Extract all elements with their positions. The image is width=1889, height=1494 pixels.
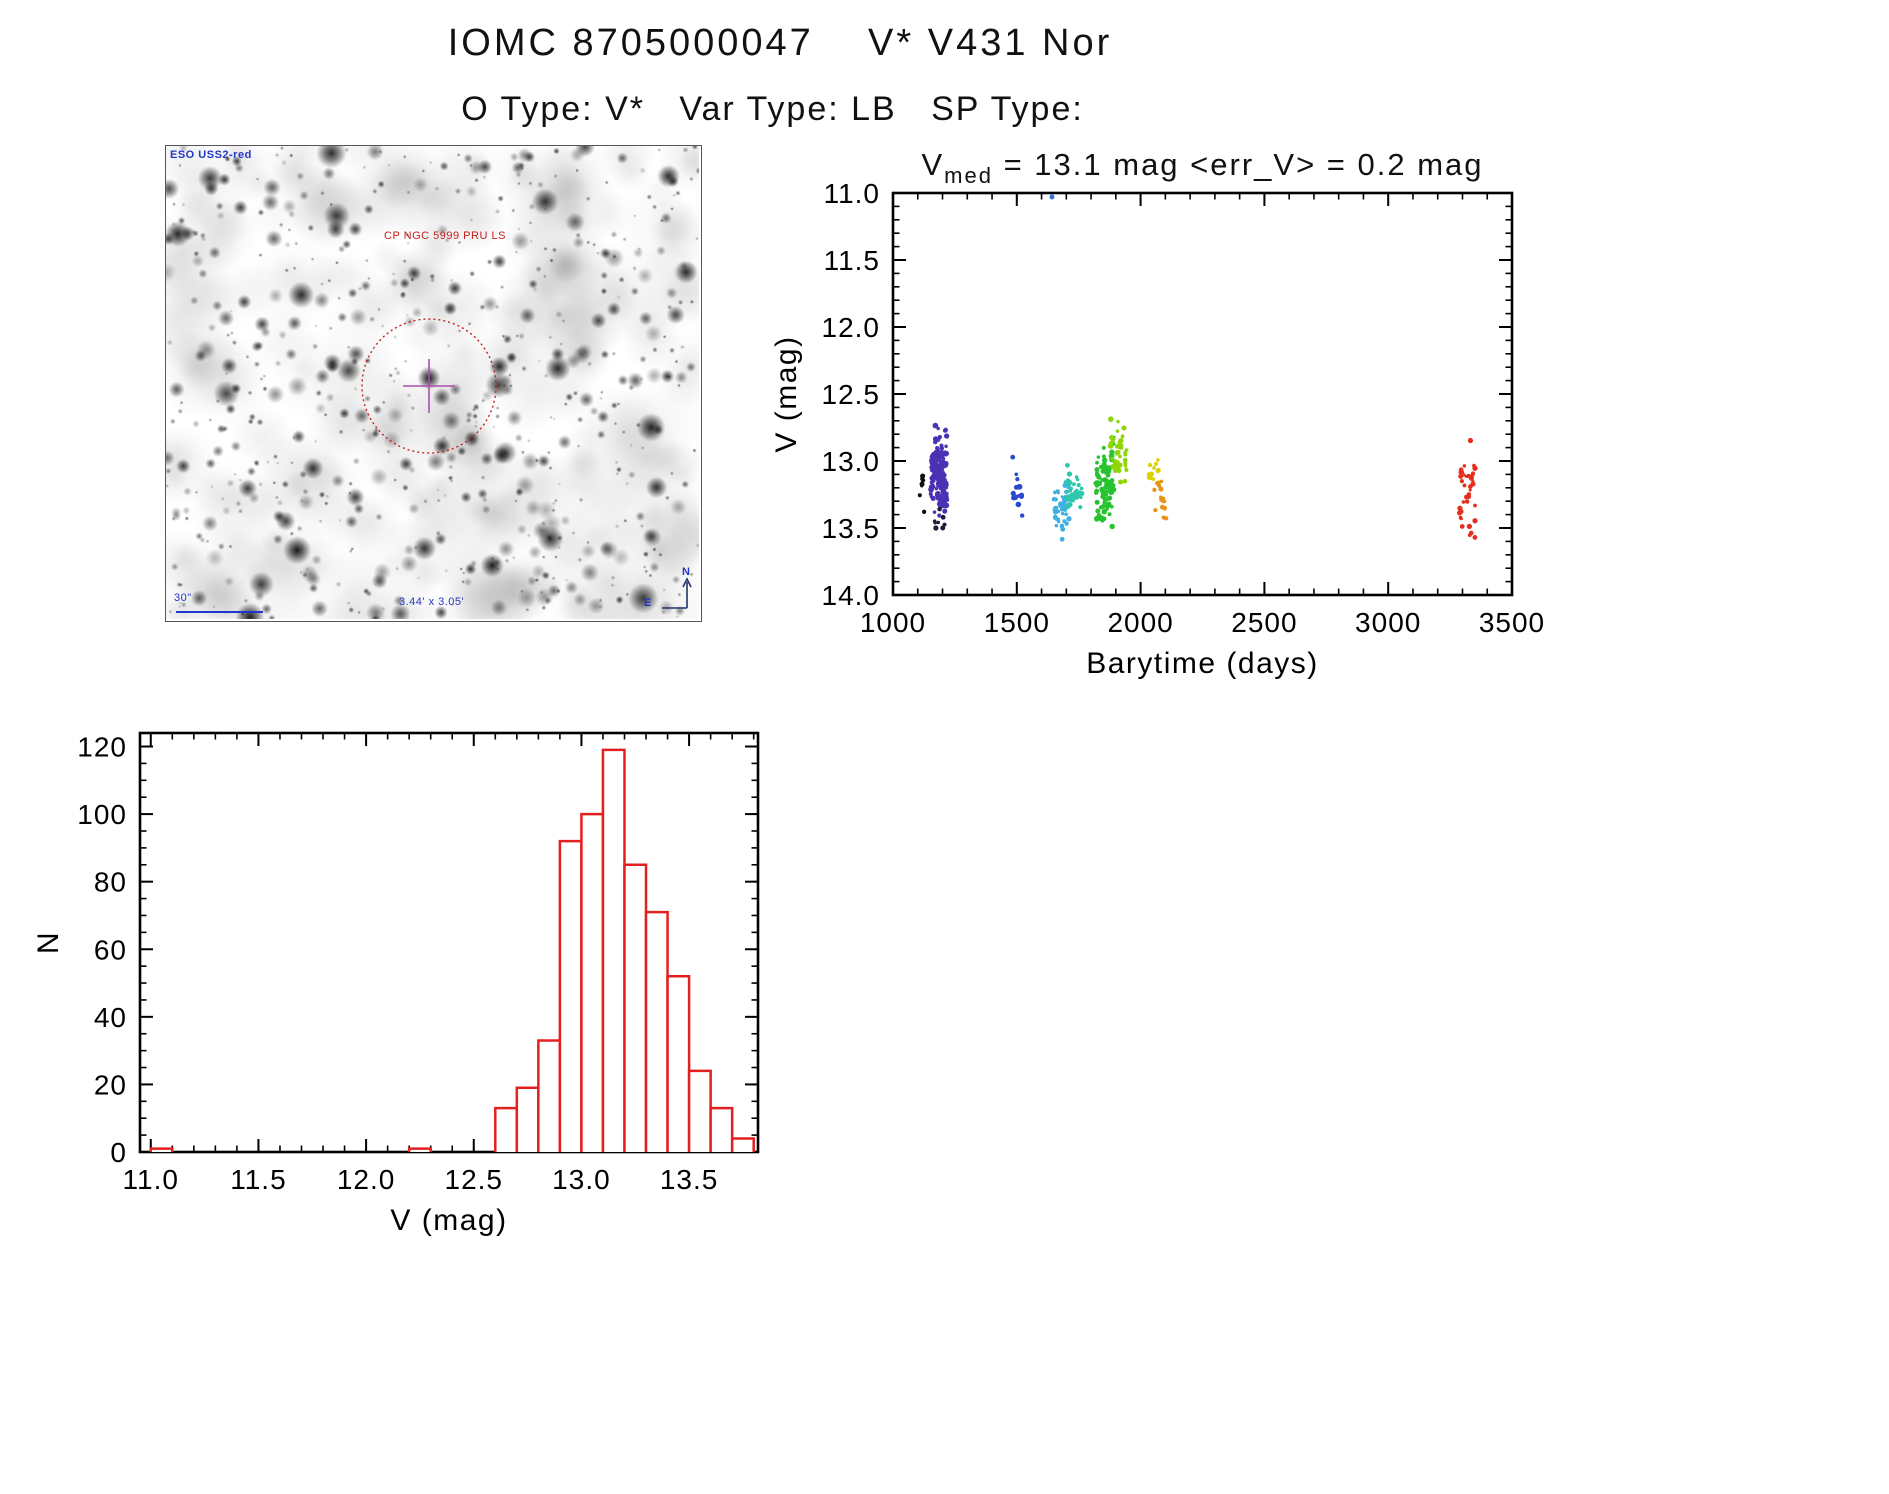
vhist-xtick-label: 11.5: [230, 1164, 286, 1195]
finder-chart: ESO USS2-red CP NGC 5999 PRU LS 30" 3.44…: [165, 145, 702, 622]
lightcurve-ytick-label: 14.0: [822, 580, 881, 611]
lightcurve-outlier-point: [1049, 194, 1055, 200]
starfield-image: [166, 146, 699, 619]
lightcurve-ytick-label: 12.5: [822, 379, 881, 410]
vhist-ylabel: N: [32, 931, 65, 954]
vhist-ytick-label: 60: [94, 934, 127, 965]
lightcurve-ytick-label: 11.5: [824, 245, 880, 276]
lightcurve-ytick-label: 13.0: [822, 446, 881, 477]
vhist-ytick-label: 40: [94, 1002, 127, 1033]
histogram-bar: [580, 812, 605, 1152]
compass-north-label: N: [682, 566, 691, 578]
lightcurve-ytick-label: 11.0: [824, 178, 880, 209]
histogram-bar: [537, 1039, 562, 1152]
histogram-bar: [558, 839, 583, 1152]
lightcurve-ylabel: V (mag): [770, 335, 803, 452]
vhist-xtick-label: 12.0: [337, 1164, 396, 1195]
histogram-bar: [515, 1086, 540, 1152]
vhist-axes: 11.0 11.5 12.0 12.5 13.0 13.5 0 20 40 60 80 100 120 V…: [32, 732, 760, 1237]
histogram-bar: [623, 863, 648, 1152]
histogram-bar: [730, 1137, 755, 1152]
survey-label: ESO USS2-red: [170, 149, 252, 161]
lightcurve-xtick-label: 2500: [1231, 607, 1297, 638]
lightcurve-xtick-label: 2000: [1107, 607, 1173, 638]
lightcurve-chart: 1000 1500 2000 2500 3000 3500 11.0 11.5 12.0 12.5…: [770, 147, 1545, 680]
histogram-bar: [666, 975, 691, 1152]
vhist-ytick-label: 20: [94, 1069, 127, 1100]
histogram-bar: [407, 1147, 432, 1152]
vhist-xtick-label: 13.0: [552, 1164, 611, 1195]
histogram-bars: [149, 748, 755, 1152]
lightcurve-xtick-label: 1000: [860, 607, 926, 638]
vhist-xtick-label: 12.5: [445, 1164, 504, 1195]
compass-east-label: E: [644, 597, 652, 609]
lightcurve-xtick-label: 1500: [984, 607, 1050, 638]
vhist-ytick-label: 80: [94, 867, 127, 898]
vhist-ytick-label: 0: [110, 1137, 127, 1168]
histogram-chart: 11.0 11.5 12.0 12.5 13.0 13.5 0 20 40 60 80 100 120 V…: [32, 732, 760, 1237]
vhist-xlabel: V (mag): [390, 1204, 507, 1237]
histogram-bar: [709, 1106, 734, 1152]
compass-arrows: [662, 577, 692, 609]
vhist-xtick-label: 13.5: [660, 1164, 719, 1195]
starfield-overlay: [176, 318, 692, 613]
histogram-bar: [644, 910, 669, 1152]
histogram-bar: [687, 1069, 712, 1152]
lightcurve-points: [917, 194, 1478, 542]
target-crosshair: [403, 359, 455, 413]
lightcurve-ytick-label: 13.5: [822, 513, 881, 544]
lightcurve-xtick-label: 3500: [1479, 607, 1545, 638]
histogram-bar: [149, 1147, 174, 1152]
lightcurve-xtick-label: 3000: [1355, 607, 1421, 638]
target-annotation: CP NGC 5999 PRU LS: [384, 230, 506, 242]
fov-label: 3.44' x 3.05': [399, 596, 465, 608]
vhist-ytick-label: 100: [77, 799, 127, 830]
page-title: IOMC 8705000047 V* V431 Nor: [447, 22, 1113, 64]
lightcurve-axes: 1000 1500 2000 2500 3000 3500 11.0 11.5 12.0 12.5…: [770, 178, 1545, 680]
histogram-bar: [494, 1106, 519, 1152]
lightcurve-title: Vmed = 13.1 mag <err_V> = 0.2 mag: [921, 147, 1483, 188]
lightcurve-xlabel: Barytime (days): [1086, 647, 1319, 680]
vhist-xtick-label: 11.0: [123, 1164, 179, 1195]
vhist-ytick-label: 120: [77, 732, 127, 763]
photometric-aperture-circle: [361, 318, 497, 454]
lightcurve-ytick-label: 12.0: [822, 312, 881, 343]
histogram-bar: [601, 748, 626, 1152]
page-subtitle: O Type: V* Var Type: LB SP Type:: [461, 90, 1084, 128]
scale-label: 30": [174, 592, 192, 604]
